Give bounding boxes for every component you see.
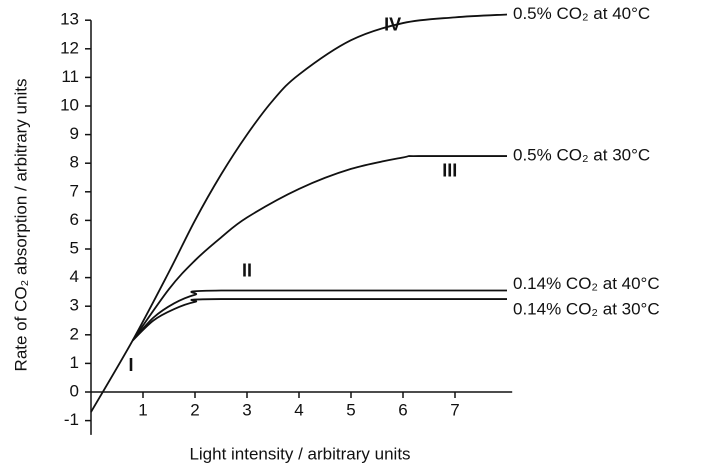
- annotation: II: [242, 261, 252, 281]
- y-tick-label: 13: [60, 10, 79, 29]
- y-tick-label: 9: [70, 124, 79, 143]
- x-tick-label: 3: [242, 400, 251, 419]
- series-label: 0.14% CO₂ at 30°C: [513, 300, 660, 319]
- y-tick-label: 1: [70, 353, 79, 372]
- x-tick-label: 6: [398, 400, 407, 419]
- y-tick-label: 12: [60, 38, 79, 57]
- y-tick-label: 4: [70, 267, 79, 286]
- curve: [131, 155, 507, 342]
- y-axis-label: Rate of CO₂ absorption / arbitrary units: [11, 79, 30, 372]
- series-label: 0.14% CO₂ at 40°C: [513, 274, 660, 293]
- y-tick-label: 10: [60, 95, 79, 114]
- y-tick-label: 5: [70, 238, 79, 257]
- annotation: IV: [384, 15, 401, 35]
- y-tick-label: -1: [64, 410, 79, 429]
- x-tick-label: 4: [294, 400, 303, 419]
- x-tick-label: 7: [450, 400, 459, 419]
- curve: [131, 289, 507, 342]
- y-tick-label: 0: [70, 381, 79, 400]
- annotation: I: [129, 355, 134, 375]
- x-tick-label: 2: [190, 400, 199, 419]
- y-tick-label: 7: [70, 181, 79, 200]
- series-label: 0.5% CO₂ at 30°C: [513, 146, 650, 165]
- curve: [90, 13, 508, 413]
- x-tick-label: 1: [138, 400, 147, 419]
- y-tick-label: 11: [61, 67, 79, 86]
- x-tick-label: 5: [346, 400, 355, 419]
- curve: [131, 298, 507, 342]
- annotation: III: [442, 161, 457, 181]
- y-tick-label: 3: [70, 296, 79, 315]
- y-tick-label: 6: [70, 210, 79, 229]
- x-axis-label: Light intensity / arbitrary units: [189, 444, 410, 463]
- y-tick-label: 2: [70, 324, 79, 343]
- series-label: 0.5% CO₂ at 40°C: [513, 4, 650, 23]
- y-tick-label: 8: [70, 153, 79, 172]
